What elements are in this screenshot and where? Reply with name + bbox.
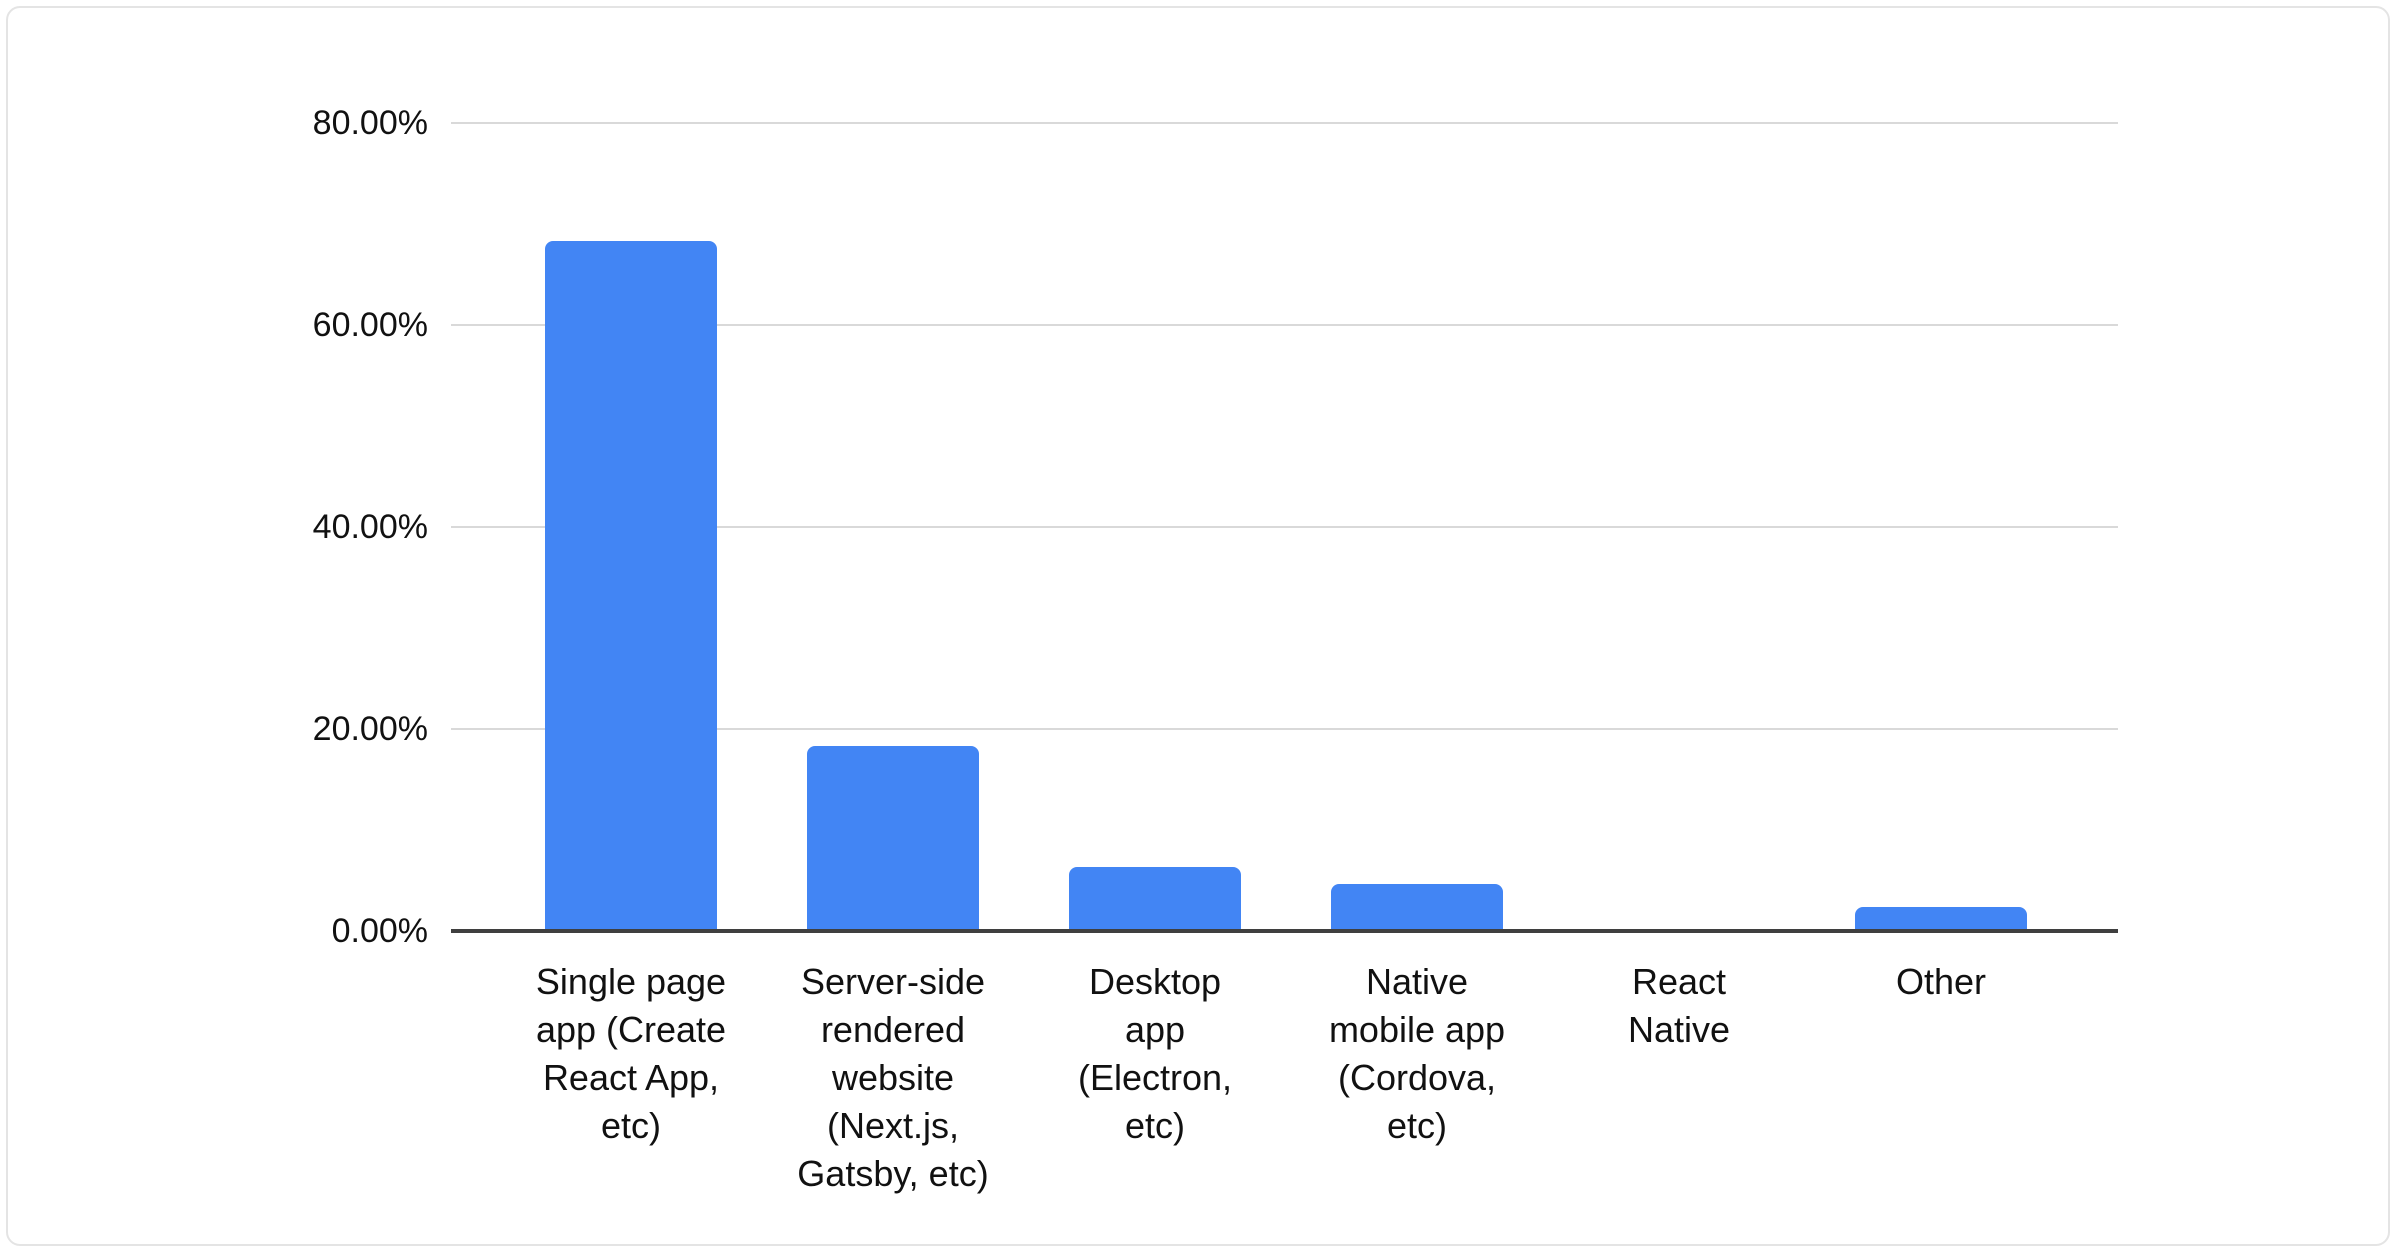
x-category-label: Other	[1895, 961, 1987, 1002]
y-tick-label: 20.00%	[312, 710, 428, 748]
x-category-label: Server-side rendered website (Next.js, G…	[797, 961, 989, 1194]
gridline	[451, 728, 2118, 730]
y-tick-label: 40.00%	[312, 508, 428, 546]
plot-area: 0.00% 20.00% 40.00% 60.00% 80.00% Single pag…	[8, 8, 2388, 1244]
gridline	[451, 526, 2118, 528]
y-tick-label: 60.00%	[312, 306, 428, 344]
x-category-label: Single page app (Create React App, etc)	[535, 961, 727, 1146]
bar-4	[1331, 884, 1503, 931]
y-tick-label: 80.00%	[312, 104, 428, 142]
bar-1	[545, 241, 717, 931]
x-axis-line	[451, 929, 2118, 933]
gridline	[451, 324, 2118, 326]
bar-2	[807, 746, 979, 931]
bar-3	[1069, 867, 1241, 931]
y-tick-label: 0.00%	[331, 912, 428, 950]
x-category-label: React Native	[1627, 961, 1731, 1050]
chart-card: 0.00% 20.00% 40.00% 60.00% 80.00% Single pag…	[6, 6, 2390, 1246]
x-category-label: Desktop app (Electron, etc)	[1077, 961, 1233, 1146]
bar-6	[1855, 907, 2027, 931]
gridline	[451, 122, 2118, 124]
x-category-label: Native mobile app (Cordova, etc)	[1328, 961, 1506, 1146]
